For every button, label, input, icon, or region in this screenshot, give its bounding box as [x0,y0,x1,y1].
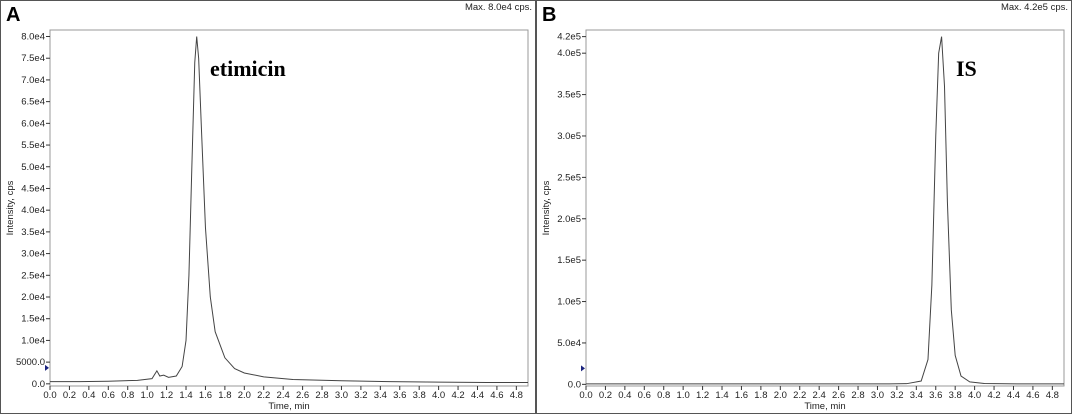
annotation: etimicin [210,56,286,81]
panel-border [536,0,1072,414]
y-tick-label: 4.5e4 [21,183,45,194]
x-tick-label: 4.8 [1046,390,1059,401]
x-tick-label: 4.0 [432,390,445,401]
y-tick-label: 7.0e4 [21,75,45,86]
x-tick-label: 4.8 [510,390,523,401]
x-tick-label: 1.6 [199,390,212,401]
y-tick-label: 2.0e4 [21,292,45,303]
x-tick-label: 2.8 [851,390,864,401]
y-tick-label: 0.0 [568,379,581,390]
panel-label: B [542,4,556,26]
max-label: Max. 8.0e4 cps. [465,2,532,13]
x-tick-label: 3.6 [393,390,406,401]
x-tick-label: 3.2 [354,390,367,401]
y-tick-label: 4.0e5 [557,48,581,59]
x-tick-label: 3.4 [910,390,923,401]
annotation: IS [956,56,977,81]
y-tick-label: 5000.0 [16,357,45,368]
y-tick-label: 2.5e5 [557,172,581,183]
y-tick-label: 5.0e4 [557,338,581,349]
x-tick-label: 1.2 [696,390,709,401]
x-tick-label: 4.4 [471,390,484,401]
x-tick-label: 4.0 [968,390,981,401]
y-tick-label: 1.0e5 [557,297,581,308]
y-tick-label: 2.0e5 [557,214,581,225]
y-tick-label: 8.0e4 [21,32,45,43]
y-tick-label: 4.2e5 [557,32,581,43]
chart-panel: 0.0 0.2 0.4 0.6 0.8 1.0 1.2 1.4 1.6 1.8 2.0 2.2 2.4 2… [536,0,1072,414]
plot-frame [49,29,529,387]
x-tick-label: 3.2 [890,390,903,401]
x-tick-label: 2.4 [813,390,826,401]
x-axis-title: Time, min [268,401,309,412]
x-tick-label: 2.2 [793,390,806,401]
x-axis-title: Time, min [804,401,845,412]
x-tick-label: 0.2 [63,390,76,401]
y-tick-label: 2.5e4 [21,270,45,281]
x-tick-label: 0.2 [599,390,612,401]
chromatogram-line [50,36,528,384]
x-tick-label: 1.6 [735,390,748,401]
x-tick-label: 2.4 [277,390,290,401]
y-tick-label: 3.5e5 [557,90,581,101]
x-tick-label: 1.8 [754,390,767,401]
y-tick-label: 1.5e4 [21,314,45,325]
x-tick-label: 2.6 [296,390,309,401]
y-tick-label: 5.5e4 [21,140,45,151]
y-tick-label: 5.0e4 [21,162,45,173]
x-tick-label: 4.6 [1026,390,1039,401]
x-tick-label: 0.0 [43,390,56,401]
x-tick-label: 0.4 [82,390,95,401]
x-tick-label: 3.8 [949,390,962,401]
x-tick-label: 2.0 [774,390,787,401]
x-tick-label: 0.8 [657,390,670,401]
x-tick-label: 4.2 [451,390,464,401]
x-tick-label: 3.0 [871,390,884,401]
x-tick-label: 0.0 [579,390,592,401]
x-tick-label: 4.6 [490,390,503,401]
y-axis-title: Intensity, cps [5,180,16,235]
y-axis-title: Intensity, cps [541,180,552,235]
y-tick-label: 0.0 [32,379,45,390]
x-tick-label: 0.4 [618,390,631,401]
y-tick-label: 3.0e5 [557,131,581,142]
x-tick-label: 2.2 [257,390,270,401]
baseline-marker [45,364,49,371]
x-tick-label: 2.6 [832,390,845,401]
x-tick-label: 3.6 [929,390,942,401]
x-tick-label: 1.2 [160,390,173,401]
x-tick-label: 4.2 [987,390,1000,401]
x-tick-label: 0.8 [121,390,134,401]
x-tick-label: 3.8 [413,390,426,401]
chromatogram-line [586,36,1064,385]
baseline-marker [581,365,585,372]
x-tick-label: 1.8 [218,390,231,401]
y-tick-label: 1.0e4 [21,335,45,346]
y-tick-label: 6.0e4 [21,118,45,129]
x-tick-label: 1.4 [715,390,728,401]
x-tick-label: 1.0 [141,390,154,401]
x-tick-label: 0.6 [638,390,651,401]
x-tick-label: 2.8 [315,390,328,401]
x-tick-label: 3.0 [335,390,348,401]
x-tick-label: 2.0 [238,390,251,401]
plot-frame [585,29,1065,387]
x-tick-label: 3.4 [374,390,387,401]
x-tick-label: 4.4 [1007,390,1020,401]
y-tick-label: 7.5e4 [21,53,45,64]
x-tick-label: 1.0 [677,390,690,401]
y-tick-label: 6.5e4 [21,97,45,108]
y-tick-label: 4.0e4 [21,205,45,216]
y-tick-label: 1.5e5 [557,255,581,266]
y-tick-label: 3.0e4 [21,249,45,260]
chart-panel: 0.0 0.2 0.4 0.6 0.8 1.0 1.2 1.4 1.6 1.8 2.0 2.2 2.4 2… [0,0,536,414]
x-tick-label: 1.4 [179,390,192,401]
max-label: Max. 4.2e5 cps. [1001,2,1068,13]
panel-label: A [6,4,20,26]
x-tick-label: 0.6 [102,390,115,401]
y-tick-label: 3.5e4 [21,227,45,238]
